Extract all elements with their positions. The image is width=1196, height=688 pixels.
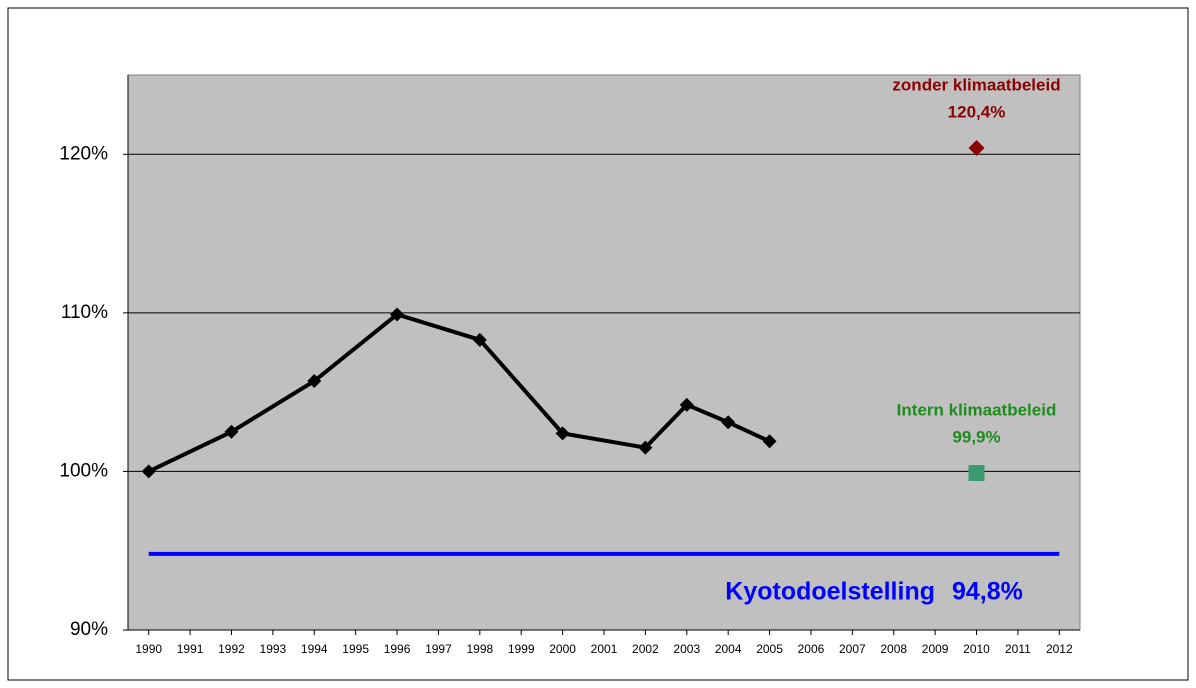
point-marker [968, 139, 985, 156]
x-tick-label: 2002 [632, 642, 659, 656]
x-tick-label: 2009 [922, 642, 949, 656]
marker [224, 424, 239, 439]
target-name: Kyotodoelstelling [725, 577, 935, 605]
point-label: 99,9% [952, 427, 1000, 446]
x-tick-label: 1997 [425, 642, 452, 656]
point-label: 120,4% [948, 102, 1006, 121]
x-tick-label: 1991 [177, 642, 204, 656]
x-tick-label: 1994 [301, 642, 328, 656]
marker [307, 374, 322, 389]
x-tick-label: 2004 [715, 642, 742, 656]
x-tick-label: 1998 [466, 642, 493, 656]
marker [679, 397, 694, 412]
point-name: zonder klimaatbeleid [892, 75, 1060, 94]
series-line [147, 312, 771, 474]
y-tick-label: 120% [59, 143, 108, 164]
marker [390, 307, 405, 322]
x-tick-label: 1990 [135, 642, 162, 656]
marker [141, 464, 156, 479]
x-tick-label: 2010 [963, 642, 990, 656]
marker [555, 426, 570, 441]
x-tick-label: 2006 [798, 642, 825, 656]
target-label: 94,8% [952, 577, 1023, 605]
x-tick-label: 2005 [756, 642, 783, 656]
x-tick-label: 1993 [260, 642, 287, 656]
x-tick-label: 2011 [1005, 642, 1031, 656]
x-tick-label: 2001 [591, 642, 618, 656]
x-tick-label: 2008 [880, 642, 907, 656]
x-tick-label: 2003 [673, 642, 700, 656]
marker [638, 440, 653, 455]
x-tick-label: 1992 [218, 642, 245, 656]
y-tick-label: 90% [70, 619, 108, 640]
x-tick-label: 1999 [508, 642, 535, 656]
marker [762, 434, 777, 449]
plot-area [127, 74, 1081, 631]
y-tick-label: 110% [61, 302, 108, 323]
x-tick-label: 2012 [1046, 642, 1073, 656]
marker [721, 415, 736, 430]
marker [472, 332, 487, 347]
x-tick-label: 2000 [549, 642, 576, 656]
point-marker [968, 465, 985, 482]
x-tick-label: 1996 [384, 642, 411, 656]
x-tick-label: 1995 [342, 642, 369, 656]
x-tick-label: 2007 [839, 642, 866, 656]
y-tick-label: 100% [59, 460, 108, 481]
point-name: Intern klimaatbeleid [897, 400, 1057, 419]
